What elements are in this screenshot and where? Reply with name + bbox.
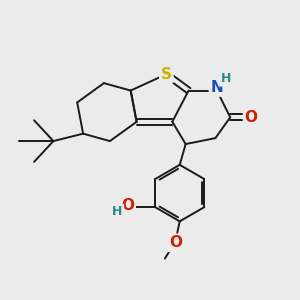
Text: N: N (211, 80, 223, 95)
Text: O: O (121, 198, 134, 213)
Text: O: O (244, 110, 258, 125)
Text: S: S (161, 67, 172, 82)
Text: H: H (112, 205, 123, 218)
Text: H: H (220, 72, 231, 85)
Text: O: O (169, 235, 182, 250)
